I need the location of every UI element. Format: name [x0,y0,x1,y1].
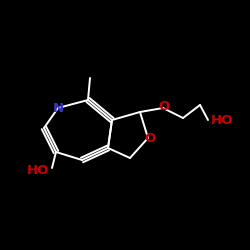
Text: N: N [52,102,64,114]
Text: O: O [144,132,156,144]
Text: HO: HO [211,114,234,128]
Text: HO: HO [26,164,49,176]
Text: O: O [158,100,170,114]
